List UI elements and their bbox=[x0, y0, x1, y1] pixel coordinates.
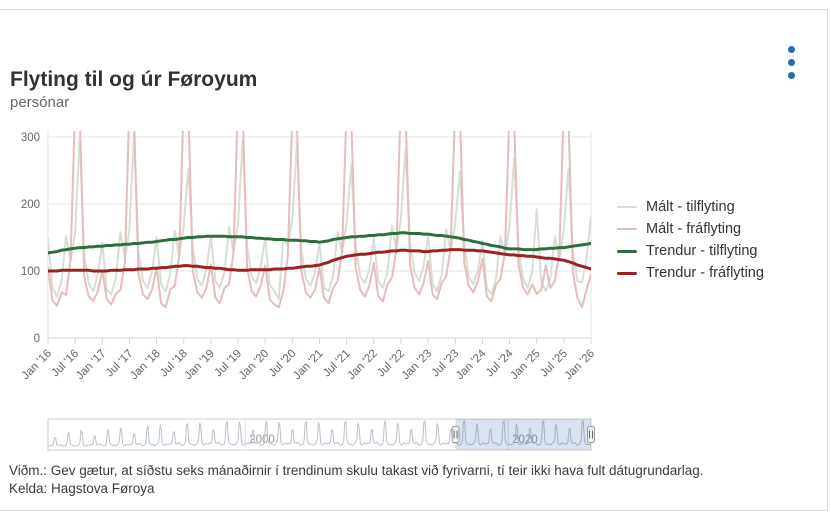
x-axis-label: Jan '20 bbox=[237, 348, 271, 382]
x-axis-label: Jan '19 bbox=[183, 348, 217, 382]
series-trendur-tilflyting bbox=[48, 231, 591, 255]
svg-text:0: 0 bbox=[34, 333, 40, 345]
navigator-handle-right[interactable] bbox=[587, 426, 595, 443]
legend-label: Trendur - tilflyting bbox=[646, 243, 758, 259]
navigator-series bbox=[47, 419, 592, 447]
x-axis-label: Jan '23 bbox=[400, 348, 434, 382]
x-axis-label: Jan '25 bbox=[508, 348, 542, 382]
x-axis-label: Jan '26 bbox=[563, 348, 597, 382]
context-menu-button[interactable] bbox=[777, 38, 805, 86]
series-m-lt-fr-flyting bbox=[48, 131, 591, 309]
chart-subtitle: persónar bbox=[10, 94, 70, 111]
menu-dot-icon bbox=[787, 58, 795, 66]
chart-footer: Viðm.: Gev gætur, at síðstu seks mánaðir… bbox=[9, 462, 704, 498]
menu-dot-icon bbox=[787, 71, 795, 79]
menu-dot-icon bbox=[787, 45, 795, 53]
svg-text:200: 200 bbox=[21, 199, 40, 211]
x-axis-label: Jan '22 bbox=[345, 348, 379, 382]
footer-note: Viðm.: Gev gætur, at síðstu seks mánaðir… bbox=[9, 463, 704, 478]
series-group bbox=[48, 131, 591, 309]
x-axis-label: Jan '18 bbox=[128, 348, 162, 382]
navigator-selected-range[interactable] bbox=[455, 419, 591, 450]
navigator[interactable]: 2000 2020 bbox=[47, 418, 595, 451]
chart-title: Flyting til og úr Føroyum bbox=[10, 68, 258, 91]
legend-item-trendur-fr-flyting[interactable]: Trendur - fráflyting bbox=[617, 264, 764, 282]
svg-text:300: 300 bbox=[21, 132, 40, 144]
x-axis-label: Jan '17 bbox=[74, 348, 108, 382]
legend-item-m-lt-tilflyting[interactable]: Mált - tilflyting bbox=[617, 198, 764, 216]
navigator-handle-left[interactable] bbox=[451, 426, 460, 443]
chart-legend: Mált - tilflyting Mált - fráflyting Trendu… bbox=[617, 198, 764, 282]
legend-marker-icon bbox=[617, 249, 637, 253]
legend-marker-icon bbox=[617, 271, 637, 275]
series-trendur-fr-flyting bbox=[48, 248, 591, 273]
legend-label: Mált - tilflyting bbox=[646, 199, 735, 215]
footer-source: Kelda: Hagstova Føroya bbox=[9, 481, 155, 496]
legend-item-trendur-tilflyting[interactable]: Trendur - tilflyting bbox=[617, 242, 764, 260]
svg-text:100: 100 bbox=[21, 266, 40, 278]
x-axis-label: Jan '24 bbox=[454, 347, 489, 382]
x-axis-label: Jan '16 bbox=[20, 348, 54, 382]
x-axis-label: Jan '21 bbox=[291, 348, 325, 382]
legend-marker-icon bbox=[617, 228, 637, 230]
y-axis-labels: 0 100 200 300 bbox=[21, 132, 40, 345]
legend-item-m-lt-fr-flyting[interactable]: Mált - fráflyting bbox=[617, 220, 764, 238]
legend-label: Mált - fráflyting bbox=[646, 221, 742, 237]
legend-marker-icon bbox=[617, 206, 637, 208]
chart-card: Flyting til og úr Føroyum persónar 0 100 2… bbox=[0, 9, 828, 511]
legend-label: Trendur - fráflyting bbox=[646, 265, 764, 281]
